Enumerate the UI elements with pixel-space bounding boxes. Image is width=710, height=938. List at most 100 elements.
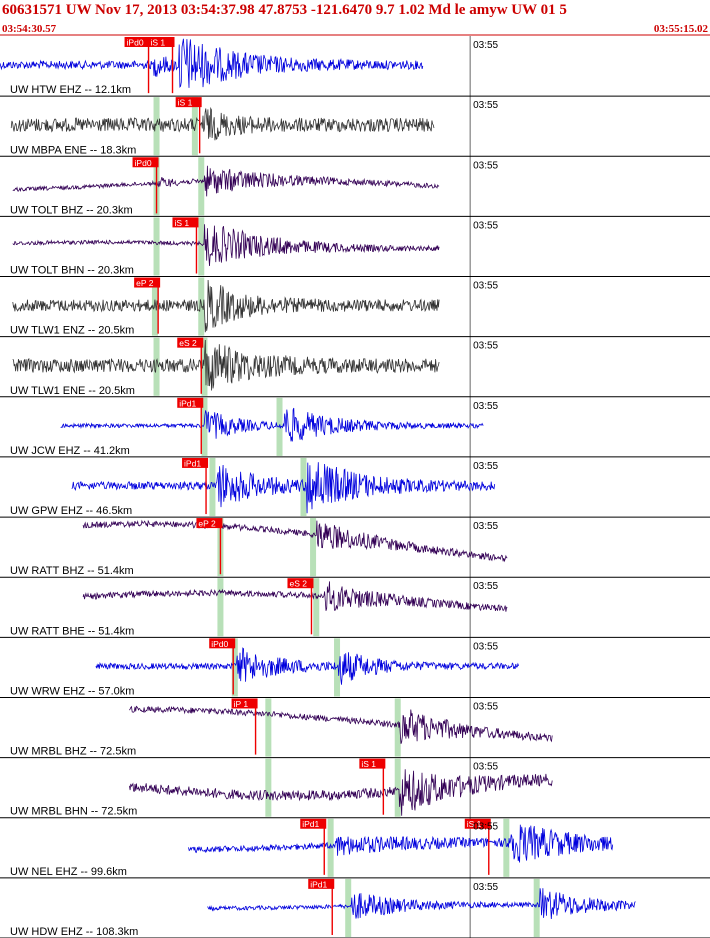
- station-label: UW RATT BHE -- 51.4km: [10, 625, 134, 637]
- pick-label: iP 1: [234, 699, 249, 709]
- pick-label: iPd1: [310, 879, 327, 889]
- station-label: UW HTW EHZ -- 12.1km: [10, 84, 131, 96]
- time-tick-label: 03:55: [473, 401, 498, 412]
- waveform-trace: [12, 165, 440, 197]
- pick-window-band: [201, 337, 208, 396]
- trace-row: eS 2 03:55 UW TLW1 ENE -- 20.5km: [0, 337, 710, 398]
- pick-label-box: [175, 97, 202, 108]
- pick-label: iPd1: [302, 819, 319, 829]
- pick-label-box: [464, 818, 491, 829]
- pick-label: iS 1: [151, 38, 166, 48]
- station-label: UW WRW EHZ -- 57.0km: [10, 685, 134, 697]
- trace-row: iS 1 03:55 UW TOLT BHN -- 20.3km: [0, 217, 710, 278]
- time-tick-label: 03:55: [473, 220, 498, 231]
- time-tick-label: 03:55: [473, 461, 498, 472]
- pick-label: eP 2: [136, 278, 154, 288]
- pick-label-box: [359, 758, 386, 769]
- pick-label-box: [308, 878, 335, 889]
- station-label: UW GPW EHZ -- 46.5km: [10, 505, 132, 517]
- station-label: UW TOLT BHN -- 20.3km: [10, 265, 134, 277]
- waveform-trace: [82, 581, 508, 612]
- time-tick-label: 03:55: [473, 521, 498, 532]
- trace-row: iPd0 iS 1 03:55 UW HTW EHZ -- 12.1km: [0, 37, 710, 97]
- pick-label: eS 2: [289, 579, 307, 589]
- pick-label-box: [287, 578, 314, 589]
- pick-label-box: [177, 337, 204, 348]
- pick-window-band: [265, 698, 272, 757]
- trace-row: eP 2 03:55 UW RATT BHZ -- 51.4km: [0, 518, 710, 578]
- time-tick-label: 03:55: [473, 160, 498, 171]
- pick-window-band: [394, 698, 401, 757]
- station-label: UW MBPA ENE -- 18.3km: [10, 144, 136, 156]
- waveform-trace: [12, 339, 440, 391]
- trace-row: iPd0 03:55 UW TOLT BHZ -- 20.3km: [0, 157, 710, 217]
- window-end-time: 03:55:15.02: [653, 23, 708, 35]
- time-tick-label: 03:55: [473, 701, 498, 712]
- waveform-trace: [129, 769, 553, 816]
- pick-label-box: [172, 217, 199, 228]
- pick-label-box: [177, 397, 204, 408]
- station-label: UW TLW1 ENE -- 20.5km: [10, 385, 135, 397]
- pick-window-band: [231, 638, 238, 697]
- station-label: UW JCW EHZ -- 41.2km: [10, 445, 130, 457]
- station-label: UW MRBL BHZ -- 72.5km: [10, 746, 136, 758]
- pick-label-box: [209, 638, 236, 649]
- waveform-trace: [12, 279, 440, 333]
- event-header-title: 60631571 UW Nov 17, 2013 03:54:37.98 47.…: [2, 2, 567, 18]
- time-tick-label: 03:55: [473, 822, 498, 833]
- pick-window-band: [217, 578, 224, 637]
- waveform-trace: [0, 38, 424, 88]
- time-tick-label: 03:55: [473, 100, 498, 111]
- pick-window-band: [327, 818, 334, 877]
- pick-label: iS 1: [467, 819, 482, 829]
- pick-label-box: [196, 518, 223, 529]
- station-label: UW RATT BHZ -- 51.4km: [10, 565, 134, 577]
- pick-window-band: [153, 337, 160, 396]
- trace-row: iPd1 03:55 UW HDW EHZ -- 108.3km: [0, 878, 710, 938]
- trace-row: iPd0 03:55 UW WRW EHZ -- 57.0km: [0, 638, 710, 698]
- pick-window-band: [153, 217, 160, 276]
- time-tick-label: 03:55: [473, 281, 498, 292]
- pick-window-band: [313, 578, 320, 637]
- pick-label: eP 2: [198, 519, 216, 529]
- pick-window-band: [153, 97, 160, 156]
- time-tick-label: 03:55: [473, 581, 498, 592]
- waveform-trace: [129, 705, 553, 744]
- trace-row: eP 2 03:55 UW TLW1 ENZ -- 20.5km: [0, 277, 710, 338]
- pick-label: iS 1: [174, 218, 189, 228]
- waveform-trace: [71, 462, 496, 514]
- waveform-trace: [95, 647, 519, 685]
- trace-row: iPd1 iS 103:55 UW NEL EHZ -- 99.6km: [0, 818, 710, 879]
- trace-row: eS 2 03:55 UW RATT BHE -- 51.4km: [0, 578, 710, 638]
- waveform-trace: [60, 407, 484, 442]
- pick-window-band: [533, 878, 540, 937]
- waveform-trace: [12, 224, 440, 267]
- station-label: UW TLW1 ENZ -- 20.5km: [10, 325, 134, 337]
- time-tick-label: 03:55: [473, 762, 498, 773]
- waveform-trace: [207, 888, 636, 920]
- pick-label-box: [124, 37, 151, 47]
- pick-window-band: [265, 758, 272, 817]
- pick-window-band: [394, 758, 401, 817]
- trace-row: iPd1 03:55 UW GPW EHZ -- 46.5km: [0, 457, 710, 518]
- station-label: UW MRBL BHN -- 72.5km: [10, 806, 137, 818]
- station-label: UW NEL EHZ -- 99.6km: [10, 866, 127, 878]
- waveform-trace: [10, 106, 435, 141]
- pick-window-band: [345, 878, 352, 937]
- time-tick-label: 03:55: [473, 882, 498, 893]
- pick-label-box: [134, 277, 161, 288]
- time-tick-label: 03:55: [473, 341, 498, 352]
- pick-label: iPd1: [179, 398, 196, 408]
- pick-window-band: [198, 277, 205, 336]
- pick-window-band: [201, 397, 208, 456]
- pick-label: eS 2: [179, 338, 197, 348]
- time-tick-label: 03:55: [473, 40, 498, 51]
- pick-label: iPd1: [184, 458, 201, 468]
- waveform-trace: [82, 519, 508, 563]
- pick-label: iPd0: [135, 158, 152, 168]
- window-start-time: 03:54:30.57: [2, 23, 57, 35]
- pick-label-box: [300, 818, 327, 829]
- pick-label-box: [231, 698, 258, 709]
- pick-label-box: [182, 457, 209, 468]
- pick-window-band: [503, 818, 510, 877]
